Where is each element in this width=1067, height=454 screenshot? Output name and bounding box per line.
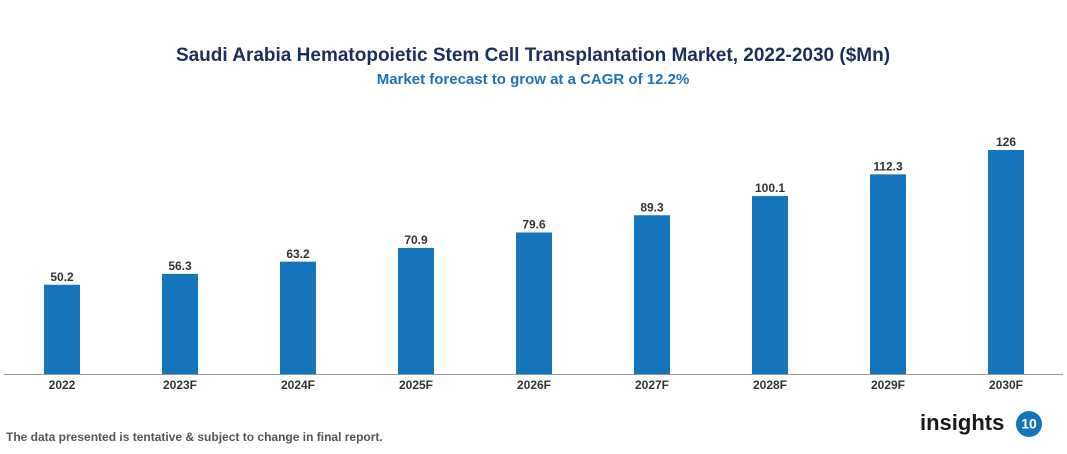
logo-badge-text: 10 [1021, 416, 1037, 432]
bar [634, 215, 670, 374]
logo-text: insights [920, 410, 1004, 435]
footnote: The data presented is tentative & subjec… [6, 430, 383, 444]
value-label: 56.3 [168, 259, 192, 273]
value-label: 126 [996, 135, 1016, 149]
x-tick-label: 2029F [871, 378, 905, 392]
bar [280, 261, 316, 374]
value-label: 112.3 [873, 160, 903, 174]
value-label: 70.9 [404, 233, 428, 247]
chart-title: Saudi Arabia Hematopoietic Stem Cell Tra… [176, 45, 890, 66]
x-tick-label: 2025F [399, 378, 433, 392]
value-label: 89.3 [640, 200, 664, 214]
value-label: 100.1 [755, 181, 785, 195]
x-tick-label: 2026F [517, 378, 551, 392]
chart-subtitle: Market forecast to grow at a CAGR of 12.… [377, 71, 690, 88]
bar [752, 196, 788, 374]
x-tick-label: 2024F [281, 378, 315, 392]
x-tick-label: 2023F [163, 378, 197, 392]
bar [870, 174, 906, 374]
bar [988, 150, 1024, 374]
bar [398, 247, 434, 374]
bar [44, 284, 80, 374]
x-tick-label: 2027F [635, 378, 669, 392]
value-label: 50.2 [50, 270, 74, 284]
logo-badge [1016, 411, 1042, 437]
bar [516, 232, 552, 374]
value-label: 79.6 [522, 218, 546, 232]
value-label: 63.2 [286, 247, 310, 261]
x-tick-label: 2030F [989, 378, 1023, 392]
x-tick-label: 2022 [49, 378, 76, 392]
x-tick-label: 2028F [753, 378, 787, 392]
bar [162, 273, 198, 374]
